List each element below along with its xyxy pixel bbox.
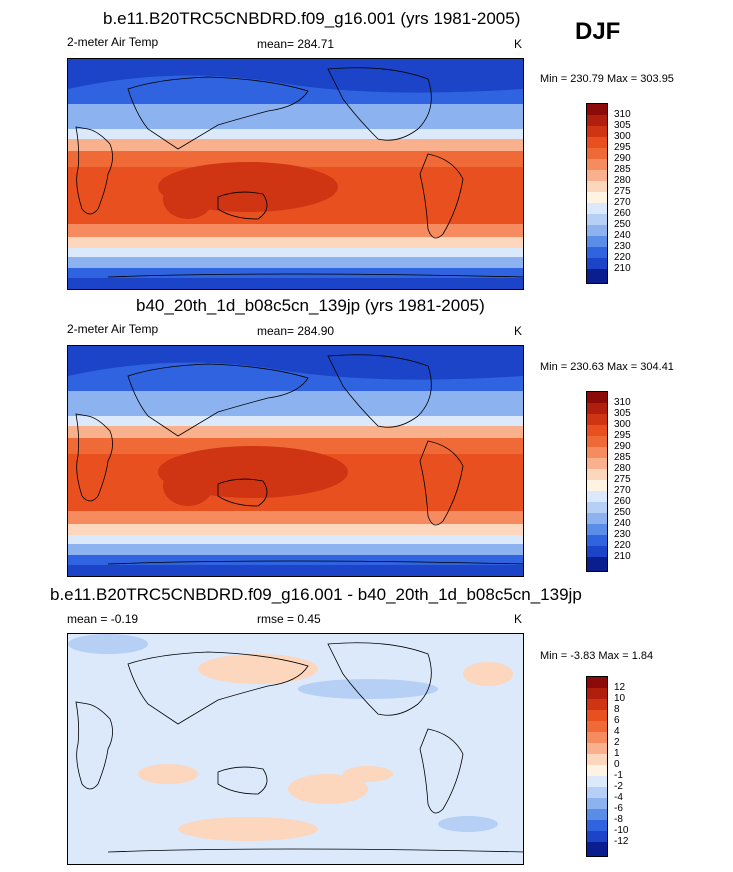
- colorbar-tick: 10: [614, 693, 626, 704]
- panel-1-variable-label: 2-meter Air Temp: [67, 35, 159, 49]
- panel-3-title: b.e11.B20TRC5CNBDRD.f09_g16.001 - b40_20…: [50, 585, 582, 604]
- colorbar-tick: -8: [614, 814, 623, 825]
- panel-3-difference-map: [67, 633, 524, 865]
- season-label: DJF: [575, 18, 621, 45]
- panel-1-unit-label: K: [514, 37, 523, 51]
- panel-2-map-svg: [68, 346, 523, 576]
- colorbar-tick: 1: [614, 748, 620, 759]
- panel-1-colorbar: 310 305 300 295 290 285 280 275 270 260 …: [586, 103, 631, 284]
- panel-3-minmax-label: Min = -3.83 Max = 1.84: [540, 650, 654, 662]
- colorbar-tick: 260: [614, 496, 631, 507]
- colorbar-tick: 305: [614, 408, 631, 419]
- colorbar-tick: -6: [614, 803, 623, 814]
- colorbar-tick: 260: [614, 208, 631, 219]
- panel-3-mean-label: mean = -0.19: [67, 612, 139, 626]
- panel-1-temperature-map: [67, 58, 524, 290]
- colorbar-tick: 280: [614, 463, 631, 474]
- colorbar-tick: 295: [614, 430, 631, 441]
- colorbar-tick: 210: [614, 551, 631, 562]
- colorbar-tick: 285: [614, 164, 631, 175]
- colorbar-tick: 290: [614, 441, 631, 452]
- colorbar-tick: 8: [614, 704, 620, 715]
- panel-2-title: b40_20th_1d_b08c5cn_139jp (yrs 1981-2005…: [136, 296, 485, 315]
- colorbar-tick: 240: [614, 230, 631, 241]
- colorbar-tick: 220: [614, 540, 631, 551]
- panel-2-temperature-map: [67, 345, 524, 577]
- colorbar-tick: 4: [614, 726, 620, 737]
- colorbar-tick: 285: [614, 452, 631, 463]
- colorbar-tick: -1: [614, 770, 623, 781]
- colorbar-tick: -10: [614, 825, 629, 836]
- colorbar-tick: 280: [614, 175, 631, 186]
- colorbar-tick: 300: [614, 131, 631, 142]
- panel-1-map-svg: [68, 59, 523, 289]
- colorbar-tick: 305: [614, 120, 631, 131]
- colorbar-tick: 270: [614, 197, 631, 208]
- colorbar-tick: 300: [614, 419, 631, 430]
- colorbar-tick: 290: [614, 153, 631, 164]
- panel-1-mean-label: mean= 284.71: [257, 37, 335, 51]
- panel-2-colorbar: 310 305 300 295 290 285 280 275 270 260 …: [586, 391, 631, 572]
- panel-1-minmax-label: Min = 230.79 Max = 303.95: [540, 73, 674, 85]
- panel-2-variable-label: 2-meter Air Temp: [67, 322, 159, 336]
- colorbar-tick: 2: [614, 737, 620, 748]
- colorbar-tick: 6: [614, 715, 620, 726]
- colorbar-tick: 240: [614, 518, 631, 529]
- panel-3-colorbar: 12 10 8 6 4 2 1 0 -1 -2 -4 -6 -8 -10 -12: [586, 676, 628, 857]
- colorbar-tick: 295: [614, 142, 631, 153]
- colorbar-tick: 230: [614, 529, 631, 540]
- colorbar-tick: 250: [614, 219, 631, 230]
- colorbar-tick: 275: [614, 186, 631, 197]
- colorbar-tick: 0: [614, 759, 620, 770]
- colorbar-tick: 210: [614, 263, 631, 274]
- colorbar-tick: 275: [614, 474, 631, 485]
- panel-2-minmax-label: Min = 230.63 Max = 304.41: [540, 361, 674, 373]
- panel-1-title: b.e11.B20TRC5CNBDRD.f09_g16.001 (yrs 198…: [103, 9, 521, 28]
- colorbar-tick: 230: [614, 241, 631, 252]
- colorbar-tick: 270: [614, 485, 631, 496]
- colorbar-tick: 12: [614, 682, 626, 693]
- panel-3-rmse-label: rmse = 0.45: [257, 612, 321, 626]
- panel-3-map-svg: [68, 634, 523, 864]
- colorbar-tick: 310: [614, 109, 631, 120]
- panel-2-unit-label: K: [514, 324, 523, 338]
- colorbar-tick: -12: [614, 836, 629, 847]
- colorbar-tick: -2: [614, 781, 623, 792]
- panel-3-unit-label: K: [514, 612, 523, 626]
- colorbar-tick: -4: [614, 792, 623, 803]
- colorbar-tick: 310: [614, 397, 631, 408]
- panel-2-mean-label: mean= 284.90: [257, 324, 335, 338]
- colorbar-tick: 220: [614, 252, 631, 263]
- colorbar-tick: 250: [614, 507, 631, 518]
